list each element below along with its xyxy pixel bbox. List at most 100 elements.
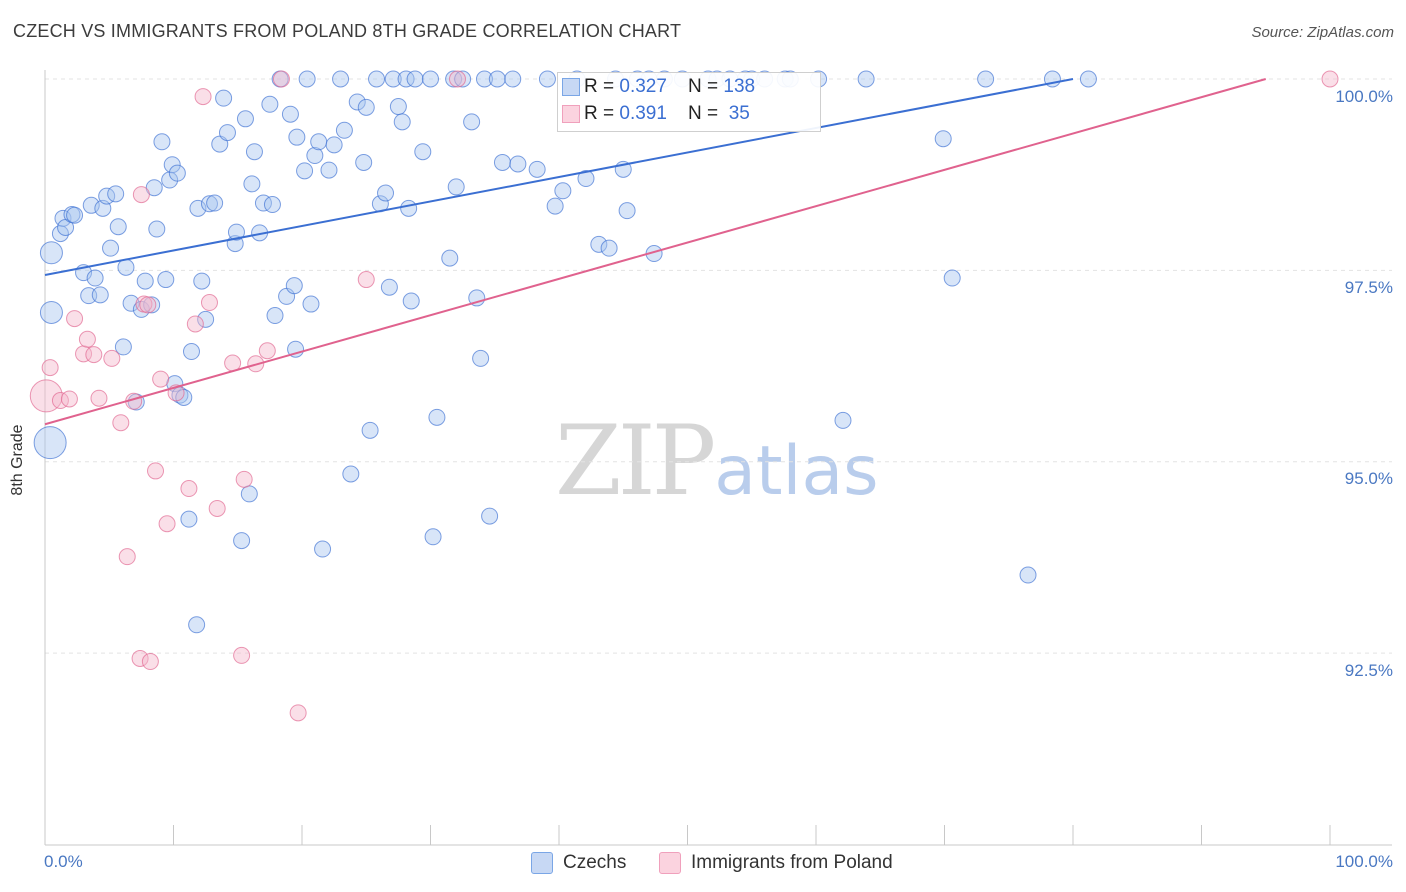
czech-point-109 [546, 197, 564, 215]
czech-point-89 [406, 70, 424, 88]
czech-point-1 [39, 300, 63, 324]
czech-point-49 [236, 110, 254, 128]
czech-point-91 [422, 70, 439, 88]
czech-point-105 [504, 70, 522, 88]
legend-r-value: 0.391 [619, 103, 667, 124]
czech-point-37 [188, 616, 206, 634]
stats-legend: R = 0.327 N = 138 R = 0.391 N = 35 [557, 72, 821, 132]
series-legend: Czechs Immigrants from Poland [0, 852, 1406, 878]
czech-point-135 [943, 269, 961, 287]
czech-point-84 [389, 98, 407, 116]
czech-point-132 [834, 411, 852, 429]
czech-point-78 [361, 421, 379, 439]
czech-point-139 [1079, 70, 1097, 88]
legend-n-value: 138 [723, 76, 756, 97]
czech-point-133 [857, 70, 875, 88]
poland-point-6 [78, 330, 96, 348]
legend-swatch-poland [659, 852, 681, 874]
czech-point-55 [261, 95, 279, 113]
legend-label-poland: Immigrants from Poland [691, 852, 893, 873]
legend-r-value: 0.327 [619, 76, 667, 97]
czech-point-50 [240, 485, 258, 503]
poland-point-28 [233, 646, 251, 664]
czech-point-73 [335, 121, 353, 139]
czech-point-68 [310, 133, 328, 151]
czech-point-2 [39, 241, 63, 265]
poland-point-7 [85, 346, 103, 364]
czech-point-81 [377, 184, 395, 202]
czech-point-18 [114, 338, 132, 356]
poland-point-13 [131, 649, 149, 667]
source-label: Source: ZipAtlas.com [1251, 24, 1394, 41]
czech-point-74 [342, 465, 360, 483]
legend-n-label: N = [688, 76, 724, 97]
poland-point-16 [139, 296, 157, 314]
legend-item-poland[interactable]: Immigrants from Poland [659, 852, 893, 874]
czech-point-45 [218, 124, 236, 142]
czech-point-93 [428, 408, 446, 426]
x-tick-label-min: 0.0% [44, 852, 83, 871]
poland-point-22 [180, 480, 198, 498]
poland-point-26 [208, 499, 226, 517]
poland-point-29 [235, 470, 253, 488]
watermark-atlas: atlas [714, 432, 879, 511]
poland-point-14 [132, 186, 150, 204]
czech-point-19 [117, 258, 135, 276]
czech-point-103 [488, 70, 506, 88]
czech-point-108 [538, 70, 556, 88]
legend-swatch-czechs [562, 78, 580, 96]
poland-point-25 [200, 294, 218, 312]
legend-swatch-poland [562, 105, 580, 123]
poland-point-8 [90, 389, 108, 407]
czech-point-77 [357, 98, 375, 116]
czech-point-12 [91, 286, 109, 304]
czech-point-83 [384, 70, 402, 88]
czech-point-67 [306, 147, 324, 165]
czech-point-90 [414, 143, 432, 161]
czech-point-134 [934, 130, 952, 148]
y-tick-label-92-5: 92.5% [1344, 661, 1393, 680]
czech-point-57 [266, 307, 284, 325]
x-tick-label-max: 100.0% [1335, 852, 1393, 871]
czech-trend-line [44, 78, 1074, 276]
legend-r-label: R = [584, 103, 620, 124]
czech-point-82 [380, 278, 398, 296]
czech-point-17 [109, 218, 127, 236]
czech-point-88 [402, 292, 420, 310]
czech-point-40 [197, 310, 215, 328]
czech-point-117 [618, 202, 636, 220]
czech-point-64 [296, 162, 314, 180]
czech-point-11 [86, 269, 104, 287]
legend-item-czechs[interactable]: Czechs [531, 852, 626, 874]
czech-point-87 [400, 199, 418, 217]
legend-row-czechs: R = 0.327 N = 138 [562, 75, 756, 99]
czech-point-98 [463, 113, 481, 131]
czech-point-48 [233, 532, 251, 550]
czech-point-113 [590, 235, 608, 253]
poland-point-11 [118, 548, 136, 566]
poland-point-2 [51, 392, 69, 410]
watermark-zip: ZIP [555, 405, 716, 517]
poland-point-31 [258, 342, 276, 360]
czech-point-63 [288, 128, 306, 146]
czech-point-42 [206, 194, 224, 212]
legend-swatch-czechs [531, 852, 553, 874]
czech-point-51 [243, 175, 261, 193]
poland-point-10 [112, 414, 130, 432]
czech-point-138 [1019, 566, 1037, 584]
czech-point-94 [441, 249, 459, 267]
czech-point-23 [136, 272, 154, 290]
poland-point-33 [289, 704, 307, 722]
czech-point-26 [148, 220, 166, 238]
czech-point-75 [348, 93, 366, 111]
chart-title: CZECH VS IMMIGRANTS FROM POLAND 8TH GRAD… [13, 21, 682, 41]
poland-point-35 [448, 70, 466, 88]
czech-point-39 [193, 272, 211, 290]
poland-point-24 [194, 88, 212, 106]
poland-point-3 [60, 390, 78, 408]
poland-point-20 [158, 515, 176, 533]
czech-point-69 [314, 540, 332, 558]
legend-label-czechs: Czechs [563, 852, 627, 873]
poland-trend-line [44, 78, 1267, 426]
